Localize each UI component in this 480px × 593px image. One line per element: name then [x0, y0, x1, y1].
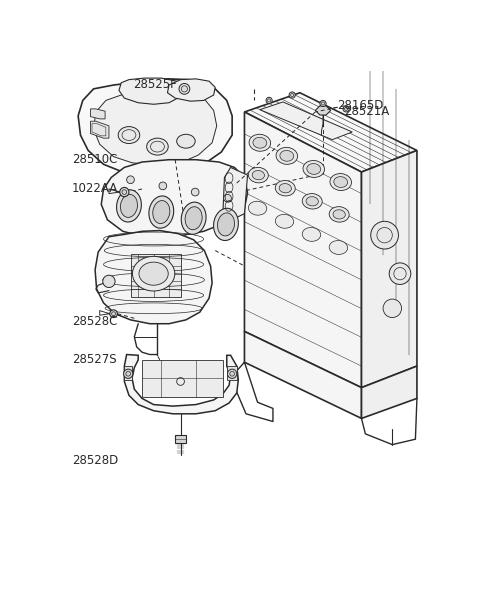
- Ellipse shape: [217, 213, 235, 236]
- Text: 28525F: 28525F: [133, 78, 177, 91]
- Circle shape: [123, 369, 133, 378]
- Text: 28510C: 28510C: [72, 153, 117, 166]
- Ellipse shape: [329, 206, 349, 222]
- Circle shape: [179, 84, 190, 94]
- Text: 28527S: 28527S: [72, 353, 117, 366]
- Ellipse shape: [306, 197, 318, 206]
- Ellipse shape: [185, 207, 202, 229]
- Ellipse shape: [280, 151, 294, 161]
- Polygon shape: [361, 151, 417, 388]
- Ellipse shape: [214, 208, 239, 241]
- Circle shape: [389, 263, 411, 285]
- Polygon shape: [131, 254, 180, 296]
- Ellipse shape: [275, 180, 295, 196]
- Ellipse shape: [276, 148, 298, 164]
- Ellipse shape: [181, 202, 206, 234]
- Ellipse shape: [249, 134, 271, 151]
- Polygon shape: [227, 366, 237, 380]
- Ellipse shape: [253, 138, 267, 148]
- Circle shape: [120, 187, 129, 197]
- Polygon shape: [315, 106, 331, 115]
- Polygon shape: [90, 109, 105, 119]
- Ellipse shape: [132, 256, 175, 291]
- Circle shape: [228, 369, 237, 378]
- Ellipse shape: [333, 210, 345, 219]
- Text: 28528D: 28528D: [72, 454, 118, 467]
- Polygon shape: [95, 231, 212, 324]
- Polygon shape: [244, 112, 361, 388]
- Circle shape: [343, 106, 349, 112]
- Polygon shape: [101, 160, 248, 237]
- Ellipse shape: [139, 262, 168, 285]
- Text: 28521A: 28521A: [345, 106, 390, 119]
- Polygon shape: [244, 331, 361, 419]
- Circle shape: [192, 188, 199, 196]
- Circle shape: [266, 97, 272, 104]
- Circle shape: [320, 100, 326, 107]
- Circle shape: [383, 299, 402, 318]
- Polygon shape: [124, 355, 238, 414]
- Polygon shape: [168, 79, 215, 101]
- Ellipse shape: [118, 126, 140, 144]
- Ellipse shape: [117, 190, 142, 222]
- Text: 1022AA: 1022AA: [72, 183, 118, 196]
- Polygon shape: [90, 121, 109, 138]
- Polygon shape: [94, 87, 217, 165]
- Ellipse shape: [302, 228, 321, 241]
- Ellipse shape: [120, 195, 137, 218]
- Ellipse shape: [307, 164, 321, 174]
- Ellipse shape: [177, 134, 195, 148]
- Ellipse shape: [329, 241, 348, 254]
- Polygon shape: [223, 167, 248, 221]
- Ellipse shape: [149, 196, 174, 228]
- Circle shape: [103, 275, 115, 288]
- Polygon shape: [361, 366, 417, 419]
- Circle shape: [159, 182, 167, 190]
- Ellipse shape: [248, 167, 268, 183]
- Ellipse shape: [275, 214, 294, 228]
- Ellipse shape: [252, 170, 264, 180]
- Circle shape: [289, 92, 295, 98]
- Polygon shape: [119, 78, 183, 104]
- Polygon shape: [142, 360, 223, 397]
- Ellipse shape: [302, 193, 322, 209]
- Polygon shape: [260, 102, 352, 140]
- Ellipse shape: [248, 201, 267, 215]
- Circle shape: [127, 176, 134, 184]
- Polygon shape: [78, 79, 232, 175]
- Text: 28165D: 28165D: [337, 99, 383, 112]
- Ellipse shape: [147, 138, 168, 155]
- Circle shape: [224, 195, 231, 202]
- Ellipse shape: [153, 200, 170, 224]
- Polygon shape: [175, 435, 186, 443]
- Ellipse shape: [303, 161, 324, 177]
- Ellipse shape: [330, 174, 351, 190]
- Circle shape: [371, 221, 398, 249]
- Polygon shape: [244, 93, 417, 172]
- Ellipse shape: [334, 177, 348, 187]
- Circle shape: [110, 310, 118, 318]
- Ellipse shape: [279, 184, 291, 193]
- Polygon shape: [124, 366, 132, 380]
- Text: 28528C: 28528C: [72, 315, 117, 328]
